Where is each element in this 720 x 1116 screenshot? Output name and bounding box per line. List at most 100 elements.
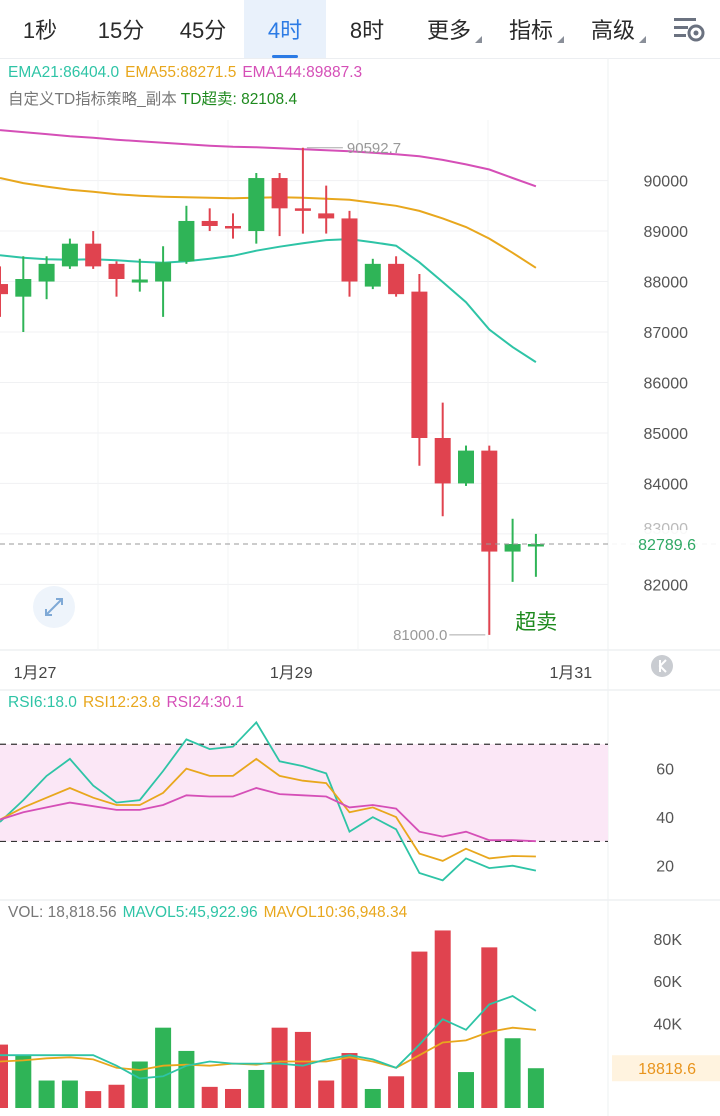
tab-15m[interactable]: 15分 <box>80 0 162 58</box>
mavol5-line <box>0 995 537 1080</box>
candle-body <box>294 208 311 211</box>
rsi24-legend: RSI24:30.1 <box>166 694 245 711</box>
candle-up <box>131 258 148 292</box>
tab-1s[interactable]: 1秒 <box>0 0 80 58</box>
price-tick-label: 82000 <box>644 577 689 594</box>
tab-8h[interactable]: 8时 <box>326 0 408 58</box>
volume-bar <box>318 1080 335 1108</box>
candle-up <box>504 518 521 582</box>
ema144-legend: EMA144:89887.3 <box>242 64 363 81</box>
candle-body <box>364 263 381 287</box>
strategy-name: 自定义TD指标策略_副本 <box>8 91 177 108</box>
volume-bar <box>201 1086 218 1108</box>
candle-body <box>38 263 55 282</box>
rsi24-line <box>0 787 536 843</box>
ema55-line <box>0 177 537 269</box>
tab-45m[interactable]: 45分 <box>162 0 244 58</box>
candle-down <box>108 261 125 297</box>
mavol5-legend: MAVOL5:45,922.96 <box>122 904 258 921</box>
price-tick-label: 90000 <box>644 174 689 191</box>
tab-advanced[interactable]: 高级 <box>572 0 654 58</box>
volume-bar <box>178 1050 195 1108</box>
candle-body <box>481 450 498 552</box>
volume-bar <box>85 1091 102 1108</box>
candle-down <box>294 147 311 234</box>
mavol10-line <box>0 1026 536 1071</box>
last-volume-tag: 18818.6 <box>638 1061 696 1078</box>
tab-more-label: 更多 <box>426 18 471 43</box>
volume-legend: VOL: 18,818.56 MAVOL5:45,922.96 MAVOL10:36… <box>8 904 413 922</box>
volume-bar <box>527 1068 544 1108</box>
price-tick-label: 88000 <box>644 275 689 292</box>
ema55-legend: EMA55:88271.5 <box>125 64 237 81</box>
tab-more[interactable]: 更多 <box>408 0 490 58</box>
tab-1s-label: 1秒 <box>22 18 58 43</box>
volume-bar <box>225 1088 241 1108</box>
tab-4h[interactable]: 4时 <box>244 0 326 58</box>
rsi-tick-label: 60 <box>656 762 674 779</box>
min-price-marker: 81000.0 <box>393 627 447 644</box>
expand-icon-bg <box>33 586 75 628</box>
volume-bar <box>411 951 428 1108</box>
scroll-to-latest-icon <box>651 655 673 677</box>
candle-body <box>178 220 195 262</box>
last-volume-tag-bg <box>612 1055 720 1082</box>
candle-body <box>318 213 335 219</box>
candle-down <box>271 173 288 237</box>
price-tick-label: 84000 <box>644 476 689 493</box>
last-price-tag-bg <box>612 530 720 558</box>
candle-body <box>388 263 405 295</box>
volume-bar <box>108 1084 125 1108</box>
date-axis-label: 1月29 <box>270 665 313 682</box>
price-tick-label: 89000 <box>644 224 689 241</box>
rsi12-legend: RSI12:23.8 <box>82 694 161 711</box>
volume-bar <box>155 1027 172 1108</box>
candle-body <box>504 544 521 552</box>
volume-bar <box>38 1080 55 1108</box>
td-legend: 自定义TD指标策略_副本 TD超卖: 82108.4 <box>8 87 303 109</box>
candle-body <box>201 220 218 226</box>
candle-body <box>341 218 358 282</box>
candle-body <box>225 226 241 229</box>
volume-tick-label: 80K <box>654 932 683 949</box>
rsi12-line <box>0 757 536 862</box>
dropdown-arrow-icon <box>639 36 646 43</box>
candle-body <box>15 279 32 297</box>
candle-body <box>85 243 102 267</box>
tab-8h-label: 8时 <box>349 18 385 43</box>
timeframe-toolbar: 1秒 15分 45分 4时 8时 更多 指标 高级 <box>0 0 720 59</box>
tab-indicators[interactable]: 指标 <box>490 0 572 58</box>
rsi6-legend: RSI6:18.0 <box>8 694 77 711</box>
volume-bar <box>15 1055 32 1108</box>
candle-body <box>434 438 451 484</box>
candle-body <box>61 243 78 267</box>
candle-up <box>527 533 544 577</box>
candle-body <box>458 450 474 484</box>
candle-up <box>364 258 381 290</box>
candle-down <box>225 213 241 239</box>
rsi6-line <box>0 720 537 882</box>
volume-tick-label: 60K <box>654 974 683 991</box>
tab-advanced-label: 高级 <box>590 18 635 43</box>
volume-bar <box>61 1080 78 1108</box>
candle-body <box>411 291 428 438</box>
td-signal-label: 超卖 <box>515 611 557 634</box>
candle-down <box>481 445 498 635</box>
max-price-marker: 90592.7 <box>347 140 401 157</box>
volume-bar <box>248 1069 265 1108</box>
candle-up <box>458 445 474 486</box>
dropdown-arrow-icon <box>557 36 564 43</box>
ema-legend: EMA21:86404.0 EMA55:88271.5 EMA144:89887.3 <box>8 64 368 82</box>
chart-settings-icon[interactable] <box>672 14 706 44</box>
ema21-legend: EMA21:86404.0 <box>8 64 120 81</box>
mavol10-legend: MAVOL10:36,948.34 <box>263 904 408 921</box>
volume-bar <box>388 1076 405 1108</box>
candle-body <box>108 263 125 279</box>
candle-up <box>15 256 32 332</box>
candle-down <box>341 210 358 297</box>
candle-down <box>411 273 428 466</box>
volume-pane: 40K 60K 80K 18818.6 <box>0 930 720 1108</box>
price-tick-label: 83000 <box>644 521 689 538</box>
rsi-legend: RSI6:18.0 RSI12:23.8 RSI24:30.1 <box>8 694 250 712</box>
